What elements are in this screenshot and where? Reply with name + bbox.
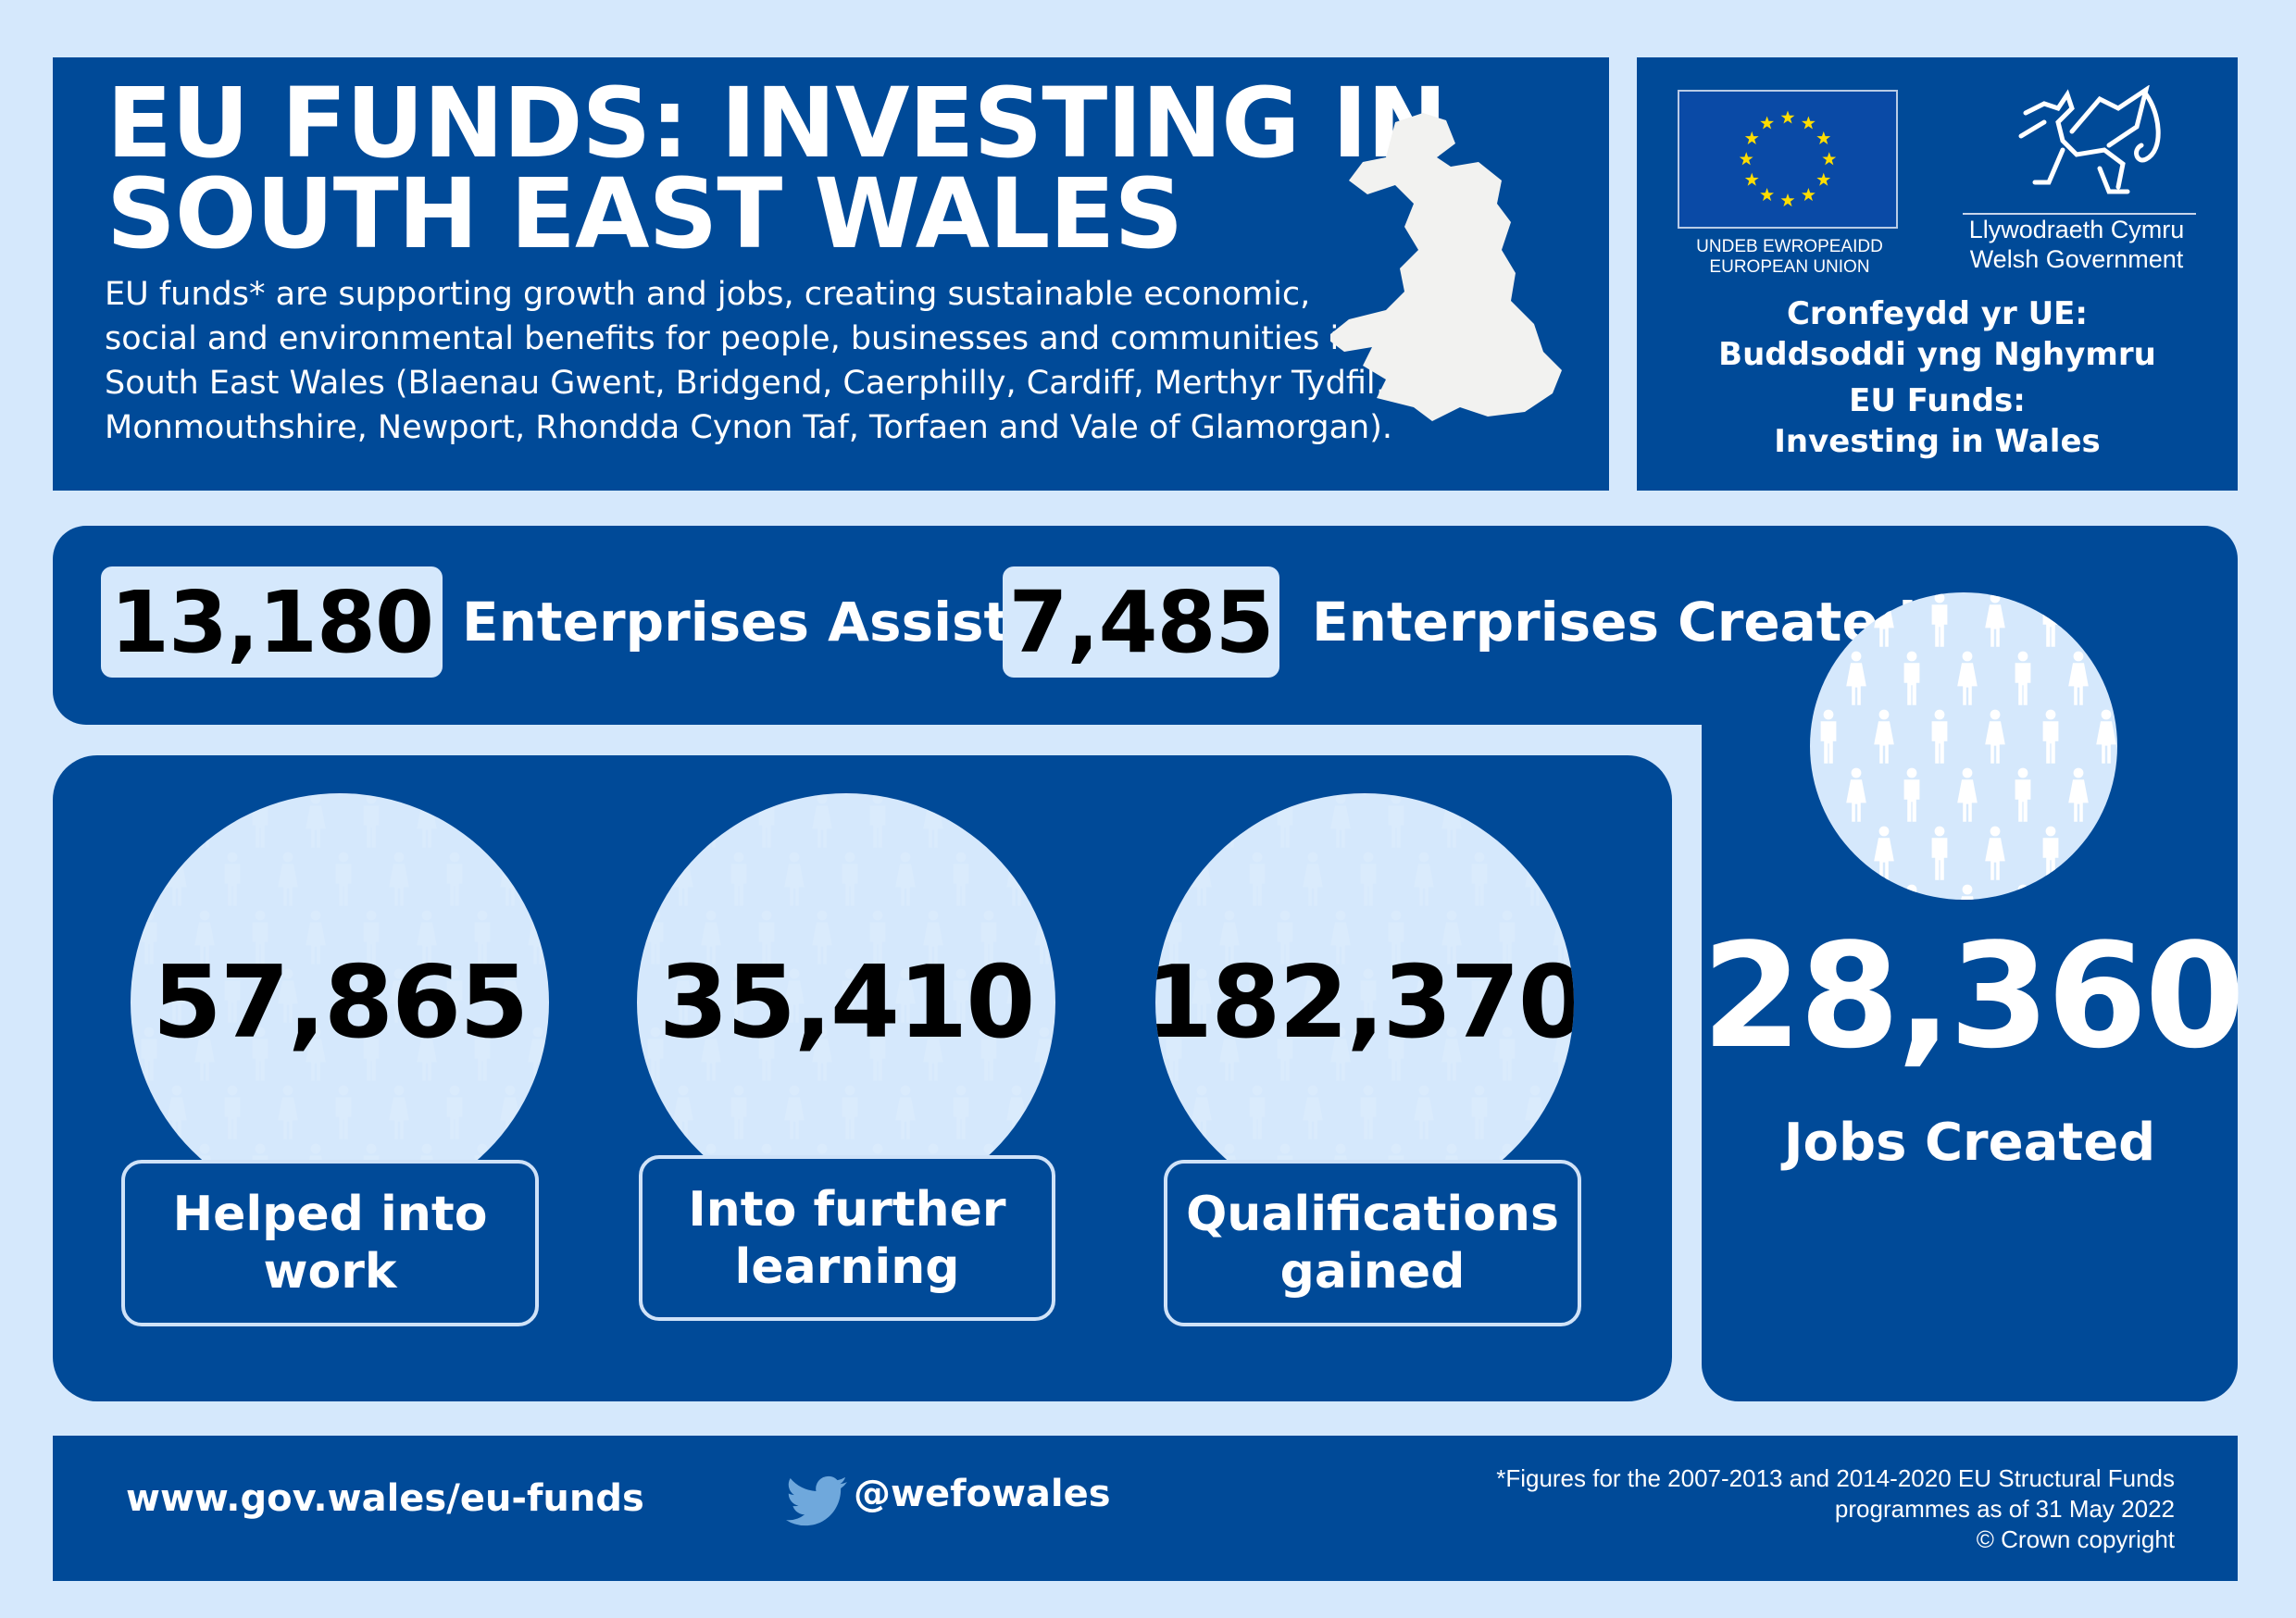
fund-logo-text: Cronfeydd yr UE: Buddsoddi yng Nghymru E… <box>1637 293 2238 462</box>
copyright: © Crown copyright <box>1976 1525 2175 1553</box>
further-learning-circle: 35,410 <box>637 793 1055 1212</box>
footnote: *Figures for the 2007-2013 and 2014-2020… <box>1496 1463 2175 1555</box>
eu-text-english: EUROPEAN UNION <box>1709 257 1870 277</box>
label-line: gained <box>1279 1244 1466 1300</box>
eu-star <box>1744 172 1759 186</box>
wg-logo-text: Llywodraeth Cymru Welsh Government <box>1961 215 2192 274</box>
crowd-icon <box>131 793 549 1212</box>
eu-text-welsh: UNDEB EWROPEAIDD <box>1696 237 1883 256</box>
enterprises-assisted-label: Enterprises Assisted <box>462 591 1085 653</box>
eu-star <box>1760 116 1775 130</box>
description: EU funds* are supporting growth and jobs… <box>105 276 1392 446</box>
title-line-1: EU FUNDS: INVESTING IN <box>106 67 1447 180</box>
helped-into-work-circle: 57,865 <box>131 793 549 1212</box>
eu-logo-text: UNDEB EWROPEAIDD EUROPEAN UNION <box>1655 237 1924 278</box>
fund-text-4: Investing in Wales <box>1774 423 2101 460</box>
eu-star <box>1739 152 1753 166</box>
header-panel: EU FUNDS: INVESTING IN SOUTH EAST WALES … <box>53 57 1609 491</box>
helped-into-work-value: 57,865 <box>152 944 530 1061</box>
twitter-handle[interactable]: @wefowales <box>854 1473 1111 1515</box>
fund-text-1: Cronfeydd yr UE: <box>1786 295 2088 332</box>
enterprises-assisted-value: 13,180 <box>101 566 443 678</box>
further-learning-value: 35,410 <box>658 944 1036 1061</box>
eu-star <box>1744 131 1759 144</box>
jobs-created-label: Jobs Created <box>1783 1113 2156 1173</box>
page-title: EU FUNDS: INVESTING IN SOUTH EAST WALES <box>106 67 1447 270</box>
welsh-dragon-icon <box>2018 85 2161 194</box>
eu-star <box>1816 131 1831 144</box>
twitter-icon[interactable] <box>786 1475 847 1528</box>
title-line-2: SOUTH EAST WALES <box>106 157 1183 270</box>
wg-logo-divider <box>1963 213 2196 215</box>
wales-map-icon <box>1330 113 1562 421</box>
footnote-line: *Figures for the 2007-2013 and 2014-2020… <box>1496 1464 2175 1492</box>
footnote-line: programmes as of 31 May 2022 <box>1834 1495 2175 1523</box>
qualifications-value: 182,370 <box>1155 944 1574 1061</box>
eu-star <box>1816 172 1831 186</box>
eu-flag-icon <box>1678 90 1898 229</box>
crowd-icon <box>1155 793 1574 1212</box>
website-link[interactable]: www.gov.wales/eu-funds <box>126 1477 644 1520</box>
enterprises-created-value: 7,485 <box>1003 566 1279 678</box>
footer: www.gov.wales/eu-funds @wefowales *Figur… <box>53 1436 2238 1581</box>
qualifications-label: Qualifications gained <box>1164 1160 1581 1326</box>
label-line: Helped into <box>172 1187 488 1242</box>
helped-into-work-label: Helped into work <box>121 1160 539 1326</box>
eu-star <box>1801 187 1816 202</box>
logos-panel: UNDEB EWROPEAIDD EUROPEAN UNION Llywodra… <box>1637 57 2238 491</box>
eu-star <box>1780 110 1795 124</box>
eu-star <box>1822 152 1837 166</box>
crowd-icon <box>637 793 1055 1212</box>
enterprises-created-label: Enterprises Created <box>1312 591 1917 653</box>
label-line: Into further <box>688 1181 1006 1238</box>
further-learning-label: Into further learning <box>639 1155 1055 1321</box>
eu-star <box>1780 193 1795 207</box>
wg-text-english: Welsh Government <box>1969 245 2184 273</box>
fund-text-3: EU Funds: <box>1849 382 2026 419</box>
crowd-icon <box>1810 592 2117 900</box>
label-line: work <box>263 1244 397 1300</box>
eu-star <box>1801 116 1816 130</box>
fund-text-2: Buddsoddi yng Nghymru <box>1718 336 2156 373</box>
eu-star <box>1760 187 1775 202</box>
label-line: learning <box>734 1238 960 1295</box>
wg-text-welsh: Llywodraeth Cymru <box>1968 216 2185 243</box>
label-line: Qualifications <box>1186 1187 1559 1242</box>
jobs-created-value: 28,360 <box>1702 912 2245 1080</box>
qualifications-circle: 182,370 <box>1155 793 1574 1212</box>
